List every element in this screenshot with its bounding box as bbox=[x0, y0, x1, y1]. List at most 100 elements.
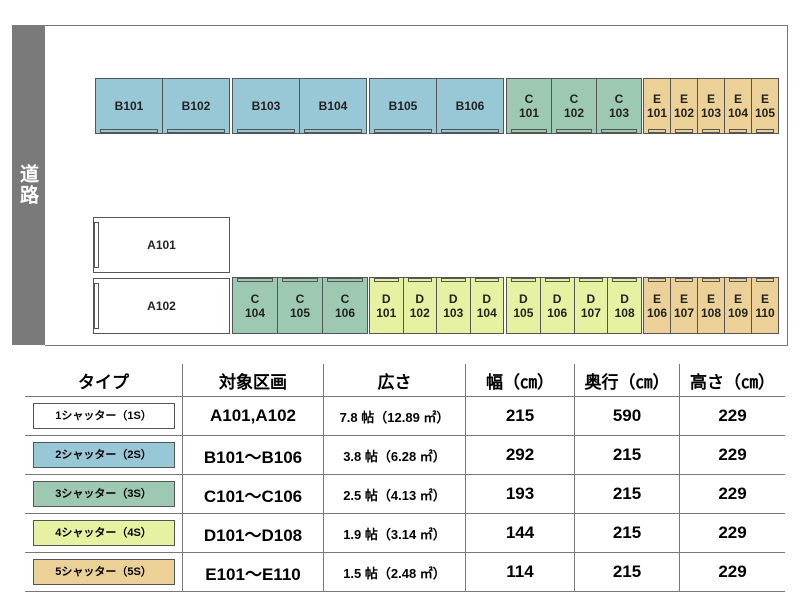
shutter-door bbox=[237, 278, 273, 282]
storage-unit[interactable]: C 104 bbox=[232, 277, 278, 334]
unit-label: B101 bbox=[114, 99, 144, 113]
storage-unit[interactable]: D 101 bbox=[369, 277, 404, 334]
table-row: 4シャッター（4S） D101～D108 1.9 帖（3.14 ㎡） 144 215 22… bbox=[25, 513, 785, 553]
area-cell: 7.8 帖（12.89 ㎡） bbox=[323, 396, 466, 436]
shutter-door bbox=[675, 129, 693, 133]
depth-cell: 215 bbox=[574, 474, 680, 514]
storage-unit[interactable]: B106 bbox=[436, 78, 504, 134]
unit-label: 102 bbox=[673, 106, 695, 120]
unit-label: E bbox=[679, 291, 688, 306]
storage-unit[interactable]: E 108 bbox=[697, 277, 725, 334]
storage-unit[interactable]: E 110 bbox=[751, 277, 779, 334]
storage-unit[interactable]: D 105 bbox=[506, 277, 541, 334]
shutter-door bbox=[327, 278, 363, 282]
unit-label: B102 bbox=[181, 99, 211, 113]
depth-cell: 590 bbox=[574, 396, 680, 436]
storage-unit[interactable]: B104 bbox=[299, 78, 367, 134]
storage-unit[interactable]: D 108 bbox=[607, 277, 642, 334]
unit-label: B106 bbox=[455, 99, 485, 113]
unit-label: 104 bbox=[727, 106, 749, 120]
unit-label: B105 bbox=[388, 99, 418, 113]
storage-unit[interactable]: C 105 bbox=[277, 277, 323, 334]
header-width: 幅（㎝） bbox=[465, 364, 575, 397]
type-cell: 3シャッター（3S） bbox=[25, 474, 183, 514]
storage-unit[interactable]: B103 bbox=[232, 78, 300, 134]
storage-unit[interactable]: E 109 bbox=[724, 277, 752, 334]
shutter-door bbox=[675, 278, 693, 282]
unit-label: 107 bbox=[673, 305, 695, 320]
shutter-door bbox=[556, 129, 592, 133]
type-cell: 5シャッター（5S） bbox=[25, 552, 183, 592]
storage-unit[interactable]: C 106 bbox=[322, 277, 368, 334]
shutter-door bbox=[94, 222, 99, 268]
header-depth: 奥行（㎝） bbox=[574, 364, 680, 397]
storage-unit[interactable]: E 107 bbox=[670, 277, 698, 334]
units-cell: B101～B106 bbox=[182, 435, 324, 475]
shutter-door bbox=[474, 278, 499, 282]
depth-cell: 215 bbox=[574, 552, 680, 592]
unit-label: C bbox=[295, 291, 305, 306]
units-cell: E101～E110 bbox=[182, 552, 324, 592]
storage-unit[interactable]: D 104 bbox=[469, 277, 504, 334]
unit-label: 104 bbox=[476, 305, 497, 320]
shutter-door bbox=[601, 129, 637, 133]
storage-unit[interactable]: C 103 bbox=[596, 78, 642, 134]
table-row: 5シャッター（5S） E101～E110 1.5 帖（2.48 ㎡） 114 215 22… bbox=[25, 552, 785, 592]
unit-label: D bbox=[381, 291, 391, 306]
unit-label: C bbox=[250, 291, 260, 306]
area-cell: 1.9 帖（3.14 ㎡） bbox=[323, 513, 466, 553]
unit-label: E bbox=[706, 291, 715, 306]
storage-unit[interactable]: E 104 bbox=[724, 78, 752, 134]
shutter-door bbox=[544, 278, 570, 282]
units-cell: C101～C106 bbox=[182, 474, 324, 514]
header-type: タイプ bbox=[25, 364, 183, 397]
road-label: 道路 bbox=[12, 25, 45, 345]
storage-unit[interactable]: C 101 bbox=[506, 78, 552, 134]
table-row: 1シャッター（1S） A101,A102 7.8 帖（12.89 ㎡） 215 590 2… bbox=[25, 396, 785, 436]
storage-unit[interactable]: B101 bbox=[95, 78, 163, 134]
unit-label: D bbox=[519, 291, 528, 306]
storage-unit[interactable]: B105 bbox=[369, 78, 437, 134]
storage-unit[interactable]: E 103 bbox=[697, 78, 725, 134]
unit-label: 101 bbox=[646, 106, 668, 120]
storage-unit[interactable]: A102 bbox=[93, 278, 230, 334]
shutter-door bbox=[94, 283, 99, 329]
storage-unit[interactable]: E 106 bbox=[643, 277, 671, 334]
shutter-door bbox=[282, 278, 318, 282]
shutter-door bbox=[374, 278, 399, 282]
storage-unit[interactable]: D 106 bbox=[539, 277, 575, 334]
type-cell: 4シャッター（4S） bbox=[25, 513, 183, 553]
unit-label: 109 bbox=[727, 305, 749, 320]
storage-unit[interactable]: E 102 bbox=[670, 78, 698, 134]
table-header-row: タイプ 対象区画 広さ 幅（㎝） 奥行（㎝） 高さ（㎝） bbox=[25, 364, 785, 397]
storage-unit[interactable]: B102 bbox=[162, 78, 230, 134]
storage-unit[interactable]: A101 bbox=[93, 217, 230, 273]
unit-label: 106 bbox=[646, 305, 668, 320]
unit-label: 105 bbox=[513, 305, 534, 320]
unit-label: 105 bbox=[754, 106, 776, 120]
shutter-door bbox=[237, 129, 295, 133]
width-cell: 114 bbox=[465, 552, 575, 592]
width-cell: 144 bbox=[465, 513, 575, 553]
header-units: 対象区画 bbox=[182, 364, 324, 397]
unit-type-table: タイプ 対象区画 広さ 幅（㎝） 奥行（㎝） 高さ（㎝） 1シャッター（1S） A… bbox=[25, 364, 785, 592]
height-cell: 229 bbox=[679, 435, 785, 475]
storage-unit[interactable]: D 102 bbox=[402, 277, 437, 334]
storage-unit[interactable]: D 107 bbox=[573, 277, 609, 334]
unit-label: E bbox=[760, 92, 769, 106]
unit-label: E bbox=[652, 92, 661, 106]
type-badge: 3シャッター（3S） bbox=[32, 481, 175, 507]
shutter-door bbox=[702, 278, 720, 282]
unit-label: C bbox=[524, 92, 534, 106]
unit-label: D bbox=[415, 291, 425, 306]
height-cell: 229 bbox=[679, 513, 785, 553]
unit-label: 110 bbox=[755, 305, 775, 320]
unit-label: 108 bbox=[700, 305, 722, 320]
storage-unit[interactable]: E 101 bbox=[643, 78, 671, 134]
storage-unit[interactable]: E 105 bbox=[751, 78, 779, 134]
unit-label: 103 bbox=[443, 305, 464, 320]
type-badge: 1シャッター（1S） bbox=[32, 403, 175, 429]
storage-unit[interactable]: C 102 bbox=[551, 78, 597, 134]
unit-label: 103 bbox=[608, 106, 630, 120]
storage-unit[interactable]: D 103 bbox=[436, 277, 471, 334]
